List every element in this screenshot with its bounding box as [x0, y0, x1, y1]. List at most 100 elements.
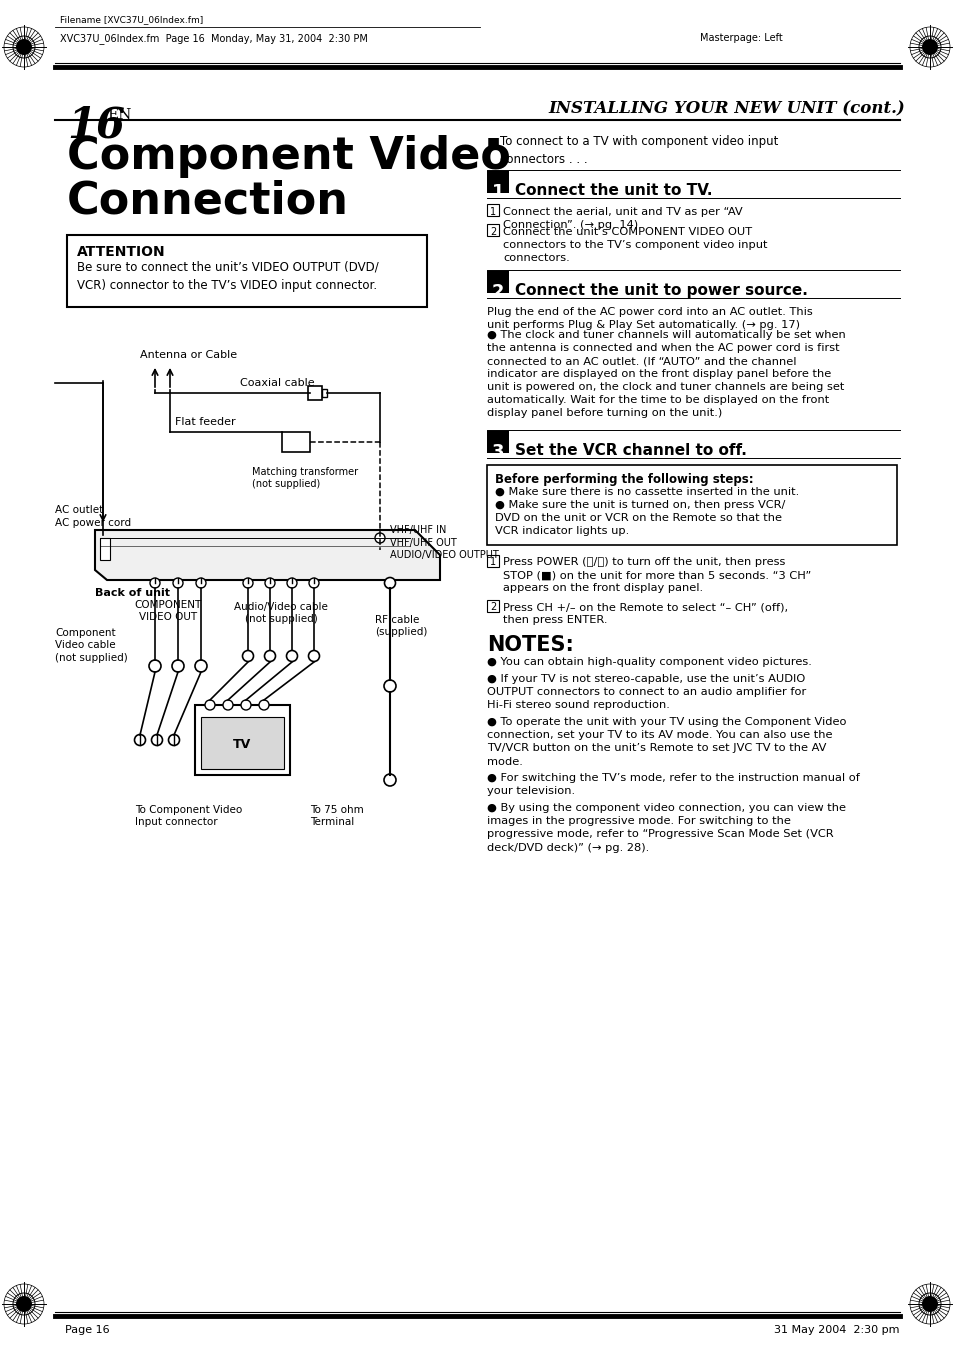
Text: AC power cord: AC power cord — [55, 517, 131, 528]
Text: ● The clock and tuner channels will automatically be set when
the antenna is con: ● The clock and tuner channels will auto… — [486, 330, 845, 419]
Text: Plug the end of the AC power cord into an AC outlet. This
unit performs Plug & P: Plug the end of the AC power cord into a… — [486, 307, 812, 330]
Circle shape — [172, 578, 183, 588]
Text: AUDIO/VIDEO OUTPUT: AUDIO/VIDEO OUTPUT — [390, 550, 498, 561]
Text: 16: 16 — [67, 105, 125, 147]
Bar — [486, 272, 509, 293]
Polygon shape — [95, 530, 439, 580]
Text: Masterpage: Left: Masterpage: Left — [700, 32, 781, 43]
Circle shape — [134, 735, 146, 746]
Text: INSTALLING YOUR NEW UNIT (cont.): INSTALLING YOUR NEW UNIT (cont.) — [548, 100, 904, 118]
Bar — [486, 204, 498, 216]
Text: ATTENTION: ATTENTION — [77, 245, 166, 259]
Circle shape — [223, 700, 233, 711]
Circle shape — [16, 39, 32, 55]
Text: ● For switching the TV’s mode, refer to the instruction manual of
your televisio: ● For switching the TV’s mode, refer to … — [486, 773, 859, 796]
Bar — [486, 224, 498, 236]
Circle shape — [287, 578, 296, 588]
Text: ● You can obtain high-quality component video pictures.: ● You can obtain high-quality component … — [486, 657, 811, 667]
Circle shape — [384, 577, 395, 589]
Circle shape — [243, 578, 253, 588]
Circle shape — [308, 650, 319, 662]
Bar — [322, 389, 327, 397]
Circle shape — [921, 1296, 937, 1312]
Text: RF cable
(supplied): RF cable (supplied) — [375, 615, 427, 638]
Text: Component
Video cable
(not supplied): Component Video cable (not supplied) — [55, 628, 128, 663]
Bar — [486, 431, 509, 453]
Text: 2: 2 — [489, 603, 496, 612]
Text: Page 16: Page 16 — [65, 1325, 110, 1335]
Circle shape — [286, 650, 297, 662]
Circle shape — [265, 578, 274, 588]
Circle shape — [264, 650, 275, 662]
Text: Component Video: Component Video — [67, 135, 511, 178]
Text: Back of unit: Back of unit — [95, 588, 170, 598]
Circle shape — [921, 39, 937, 55]
Circle shape — [150, 578, 160, 588]
Text: Before performing the following steps:: Before performing the following steps: — [495, 473, 753, 486]
Text: Connect the unit to TV.: Connect the unit to TV. — [515, 182, 712, 199]
Text: VHF/UHF IN: VHF/UHF IN — [390, 526, 446, 535]
Text: Antenna or Cable: Antenna or Cable — [140, 350, 237, 359]
Circle shape — [195, 578, 206, 588]
Text: ■: ■ — [486, 135, 499, 149]
Text: Connect the unit’s COMPONENT VIDEO OUT
connectors to the TV’s component video in: Connect the unit’s COMPONENT VIDEO OUT c… — [502, 227, 767, 263]
Text: XVC37U_06Index.fm  Page 16  Monday, May 31, 2004  2:30 PM: XVC37U_06Index.fm Page 16 Monday, May 31… — [60, 32, 368, 43]
Text: AC outlet: AC outlet — [55, 505, 103, 515]
Text: Connection: Connection — [67, 180, 349, 223]
Text: ● To operate the unit with your TV using the Component Video
connection, set you: ● To operate the unit with your TV using… — [486, 717, 845, 766]
Circle shape — [375, 534, 385, 543]
Text: Press POWER (⏻/⏻) to turn off the unit, then press
STOP (■) on the unit for more: Press POWER (⏻/⏻) to turn off the unit, … — [502, 557, 810, 593]
Circle shape — [309, 578, 318, 588]
Circle shape — [384, 774, 395, 786]
Text: ● If your TV is not stereo-capable, use the unit’s AUDIO
OUTPUT connectors to co: ● If your TV is not stereo-capable, use … — [486, 674, 805, 711]
Bar — [486, 465, 896, 544]
Text: Connect the aerial, unit and TV as per “AV
Connection”. (→ pg. 14): Connect the aerial, unit and TV as per “… — [502, 207, 741, 230]
Bar — [308, 386, 322, 400]
Text: COMPONENT
VIDEO OUT: COMPONENT VIDEO OUT — [134, 600, 201, 623]
Text: TV: TV — [233, 739, 251, 751]
Text: ● Make sure there is no cassette inserted in the unit.: ● Make sure there is no cassette inserte… — [495, 486, 799, 497]
Circle shape — [241, 700, 251, 711]
Circle shape — [194, 661, 207, 671]
Text: To connect to a TV with component video input
connectors . . .: To connect to a TV with component video … — [499, 135, 778, 166]
Text: ● By using the component video connection, you can view the
images in the progre: ● By using the component video connectio… — [486, 802, 845, 852]
Circle shape — [384, 680, 395, 692]
Circle shape — [172, 661, 184, 671]
Text: Connect the unit to power source.: Connect the unit to power source. — [515, 282, 807, 299]
Text: VHF/UHF OUT: VHF/UHF OUT — [390, 538, 456, 549]
Circle shape — [242, 650, 253, 662]
Text: Coaxial cable: Coaxial cable — [240, 378, 314, 388]
Circle shape — [169, 735, 179, 746]
Bar — [486, 600, 498, 612]
Text: 1: 1 — [491, 182, 504, 201]
Bar — [194, 705, 290, 775]
Text: 2: 2 — [491, 282, 504, 301]
Circle shape — [205, 700, 214, 711]
Text: Set the VCR channel to off.: Set the VCR channel to off. — [515, 443, 746, 458]
Bar — [67, 235, 427, 307]
Text: NOTES:: NOTES: — [486, 635, 574, 655]
Text: 1: 1 — [490, 207, 496, 218]
Bar — [282, 432, 310, 453]
Text: Filename [XVC37U_06Index.fm]: Filename [XVC37U_06Index.fm] — [60, 15, 203, 24]
Circle shape — [16, 1296, 32, 1312]
Circle shape — [258, 700, 269, 711]
Text: To Component Video
Input connector: To Component Video Input connector — [135, 805, 242, 827]
Text: 2: 2 — [489, 227, 496, 236]
Text: Press CH +/– on the Remote to select “– CH” (off),
then press ENTER.: Press CH +/– on the Remote to select “– … — [502, 603, 787, 626]
Text: To 75 ohm
Terminal: To 75 ohm Terminal — [310, 805, 363, 827]
Bar — [201, 717, 284, 769]
Text: Flat feeder: Flat feeder — [174, 417, 235, 427]
Text: 31 May 2004  2:30 pm: 31 May 2004 2:30 pm — [774, 1325, 899, 1335]
Circle shape — [152, 735, 162, 746]
Bar — [486, 555, 498, 567]
Circle shape — [149, 661, 161, 671]
Text: ● Make sure the unit is turned on, then press VCR/
DVD on the unit or VCR on the: ● Make sure the unit is turned on, then … — [495, 500, 784, 536]
Bar — [486, 172, 509, 193]
Text: EN: EN — [107, 108, 132, 122]
Text: Be sure to connect the unit’s VIDEO OUTPUT (DVD/
VCR) connector to the TV’s VIDE: Be sure to connect the unit’s VIDEO OUTP… — [77, 261, 378, 292]
Bar — [100, 538, 110, 561]
Text: Audio/Video cable
(not supplied): Audio/Video cable (not supplied) — [233, 603, 328, 624]
Text: 1: 1 — [490, 557, 496, 567]
Text: 3: 3 — [491, 443, 504, 461]
